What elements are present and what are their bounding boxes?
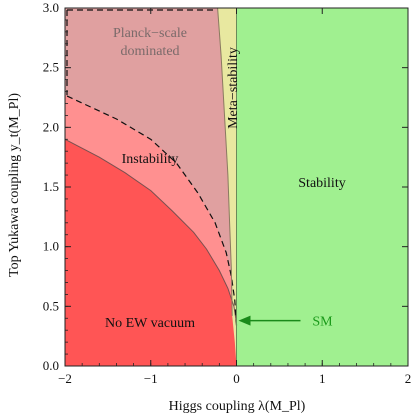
axes: −2 −1 0 1 2 0.0 0.5 1.0 1.5 2.0 2.5 3.0 (43, 0, 412, 386)
no-ew-vacuum-region (65, 139, 237, 366)
metastability-label: Meta−stability (226, 47, 241, 129)
x-tick-label: 2 (405, 371, 412, 386)
no-ew-vacuum-label: No EW vacuum (105, 316, 195, 331)
x-axis-label: Higgs coupling λ(M_Pl) (169, 399, 306, 414)
no-ew-boundary-line (64, 138, 237, 324)
sm-arrow-head (238, 315, 251, 326)
instability-label: Instability (122, 152, 179, 167)
stability-region (236, 8, 408, 366)
sm-label: SM (312, 315, 333, 330)
y-tick-label: 3.0 (43, 0, 59, 15)
y-tick-label: 1.0 (43, 239, 59, 254)
planck-label-line2: dominated (120, 44, 179, 59)
stability-label: Stability (298, 176, 345, 191)
y-axis-label: Top Yukawa coupling y_t(M_Pl) (7, 93, 22, 277)
x-tick-label: 0 (233, 371, 240, 386)
x-tick-label: −1 (144, 371, 158, 386)
x-tick-label: −2 (58, 371, 72, 386)
y-tick-label: 0.5 (43, 298, 59, 313)
y-tick-label: 1.5 (43, 179, 59, 194)
metastability-left-boundary (217, 7, 233, 316)
y-tick-label: 2.0 (43, 119, 59, 134)
dashed-curve (64, 94, 238, 326)
y-tick-label: 0.0 (43, 358, 59, 373)
x-tick-label: 1 (319, 371, 326, 386)
y-tick-label: 2.5 (43, 60, 59, 75)
planck-label-line1: Planck−scale (113, 26, 187, 41)
plot-area: Planck−scale dominated Instability No EW va… (64, 7, 408, 366)
